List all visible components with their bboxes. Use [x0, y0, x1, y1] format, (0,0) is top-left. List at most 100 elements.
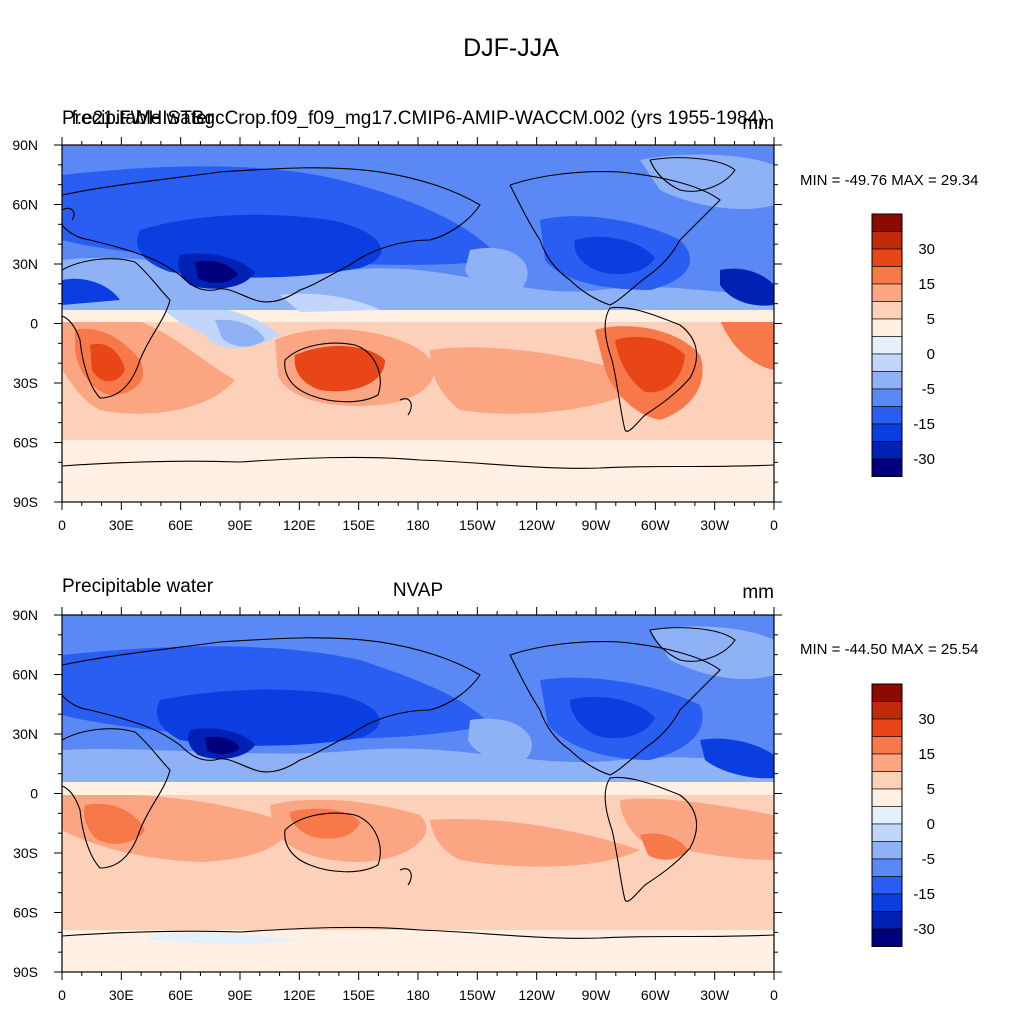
field-patch-n-africa	[62, 278, 120, 305]
panel-top-map-field	[62, 145, 774, 502]
coast-africa	[62, 728, 171, 869]
coast-new-zealand	[399, 868, 412, 886]
field-patch-s-africa-core	[90, 343, 125, 382]
field-patch-n-america-core	[570, 696, 655, 739]
colorbar-label: -15	[913, 416, 935, 433]
y-tick-label: 30S	[13, 375, 38, 391]
colorbar-swatch	[871, 736, 903, 755]
coast-antarctica	[62, 926, 774, 939]
colorbar-frame	[871, 683, 903, 947]
x-tick-label: 180	[406, 987, 430, 1003]
coast-australia	[284, 812, 381, 873]
y-tick-label: 30S	[13, 845, 38, 861]
y-tick-label: 90N	[12, 137, 38, 153]
field-patch-antarctic-blue	[150, 932, 300, 944]
colorbar-swatch	[871, 388, 903, 407]
colorbar-swatch	[871, 283, 903, 302]
y-tick-label: 60N	[12, 667, 38, 683]
colorbar-swatch	[871, 423, 903, 442]
panel-top-units: mm	[742, 113, 774, 134]
coast-eurasia	[62, 637, 481, 773]
colorbar-swatch	[871, 911, 903, 930]
x-tick-label: 90W	[582, 987, 612, 1003]
field-patch-n-atlantic	[720, 268, 774, 306]
field-patch-s-pacific	[430, 819, 640, 867]
panel-bottom-map-field	[62, 615, 774, 972]
panel-top-colorbar: 30 15 5 0 -5 -15 -30	[871, 213, 935, 477]
x-tick-label: 120W	[518, 517, 555, 533]
panel-bottom-y-axis: 90N 60N 30N 0 30S 60S 90S	[12, 607, 782, 980]
y-tick-label: 90S	[13, 964, 38, 980]
coast-africa	[62, 258, 171, 399]
colorbar-label: -5	[922, 851, 935, 868]
y-tick-label: 0	[30, 786, 38, 802]
x-tick-label: 150W	[459, 987, 496, 1003]
x-tick-label: 60W	[641, 987, 671, 1003]
colorbar-label: -5	[922, 381, 935, 398]
colorbar-swatch	[871, 771, 903, 790]
colorbar-swatch	[871, 841, 903, 860]
colorbar-label: 15	[918, 276, 935, 293]
field-patch-w-pacific-light	[280, 293, 380, 312]
colorbar-swatch	[871, 753, 903, 772]
panel-bottom-subtitle-left: Precipitable water	[62, 576, 214, 597]
x-tick-label: 60W	[641, 517, 671, 533]
field-patch-s-america-core	[640, 833, 688, 860]
field-patch-arctic-pale	[650, 626, 774, 680]
colorbar-label: -15	[913, 886, 935, 903]
colorbar-swatch	[871, 858, 903, 877]
panel-top-subtitle-case: f.e21.FWHISTBgcCrop.f09_f09_mg17.CMIP6-A…	[71, 108, 764, 129]
colorbar-swatch	[871, 928, 903, 947]
coast-north-america	[509, 641, 721, 776]
field-patch-india-core	[205, 736, 240, 755]
colorbar-swatch	[871, 213, 903, 232]
colorbar-swatch	[871, 353, 903, 372]
panel-bottom-stats: MIN = -44.50 MAX = 25.54	[800, 641, 978, 658]
y-tick-label: 0	[30, 316, 38, 332]
y-tick-label: 60S	[13, 435, 38, 451]
colorbar-swatch	[871, 893, 903, 912]
field-patch-pacific-pale	[468, 718, 532, 762]
field-patch-s-america-core	[615, 336, 685, 393]
colorbar-swatch	[871, 371, 903, 390]
x-tick-label: 120E	[283, 517, 316, 533]
colorbar-swatch	[871, 823, 903, 842]
x-tick-label: 150E	[342, 517, 375, 533]
colorbar-swatch	[871, 806, 903, 825]
coast-south-america	[604, 776, 698, 902]
field-patch-s-pacific	[430, 347, 650, 414]
x-tick-label: 0	[58, 517, 66, 533]
colorbar-swatch	[871, 441, 903, 460]
field-patch-n-atlantic	[700, 738, 774, 779]
colorbar-swatch	[871, 301, 903, 320]
coast-eurasia	[62, 167, 481, 303]
x-tick-label: 180	[406, 517, 430, 533]
panel-bottom: Precipitable water NVAP mm	[12, 576, 978, 1003]
coast-south-america	[604, 306, 698, 432]
colorbar-swatch	[871, 701, 903, 720]
y-tick-label: 60S	[13, 905, 38, 921]
colorbar-label: 30	[918, 241, 935, 258]
x-tick-label: 0	[770, 517, 778, 533]
field-patch-australia-core	[290, 808, 360, 839]
colorbar-label: 30	[918, 711, 935, 728]
colorbar-swatch	[871, 336, 903, 355]
figure-title: DJF-JJA	[463, 34, 559, 62]
x-tick-label: 150W	[459, 517, 496, 533]
x-tick-label: 30E	[109, 987, 134, 1003]
panel-top-subtitle-left: Precipitable water	[62, 108, 214, 129]
x-tick-label: 0	[58, 987, 66, 1003]
colorbar-label: 0	[927, 816, 935, 833]
x-tick-label: 0	[770, 987, 778, 1003]
field-patch-india-core	[195, 260, 238, 283]
x-tick-label: 30W	[700, 517, 730, 533]
panel-bottom-x-axis: 0 30E 60E 90E 120E 150E 180 150W 120W 90W 60W 30W 0	[58, 607, 778, 1003]
colorbar-label: 0	[927, 346, 935, 363]
x-tick-label: 60E	[168, 987, 193, 1003]
y-tick-label: 30N	[12, 726, 38, 742]
panel-top-coastlines	[62, 157, 774, 469]
x-tick-label: 30E	[109, 517, 134, 533]
colorbar-label: 5	[927, 781, 935, 798]
colorbar-swatch	[871, 318, 903, 337]
